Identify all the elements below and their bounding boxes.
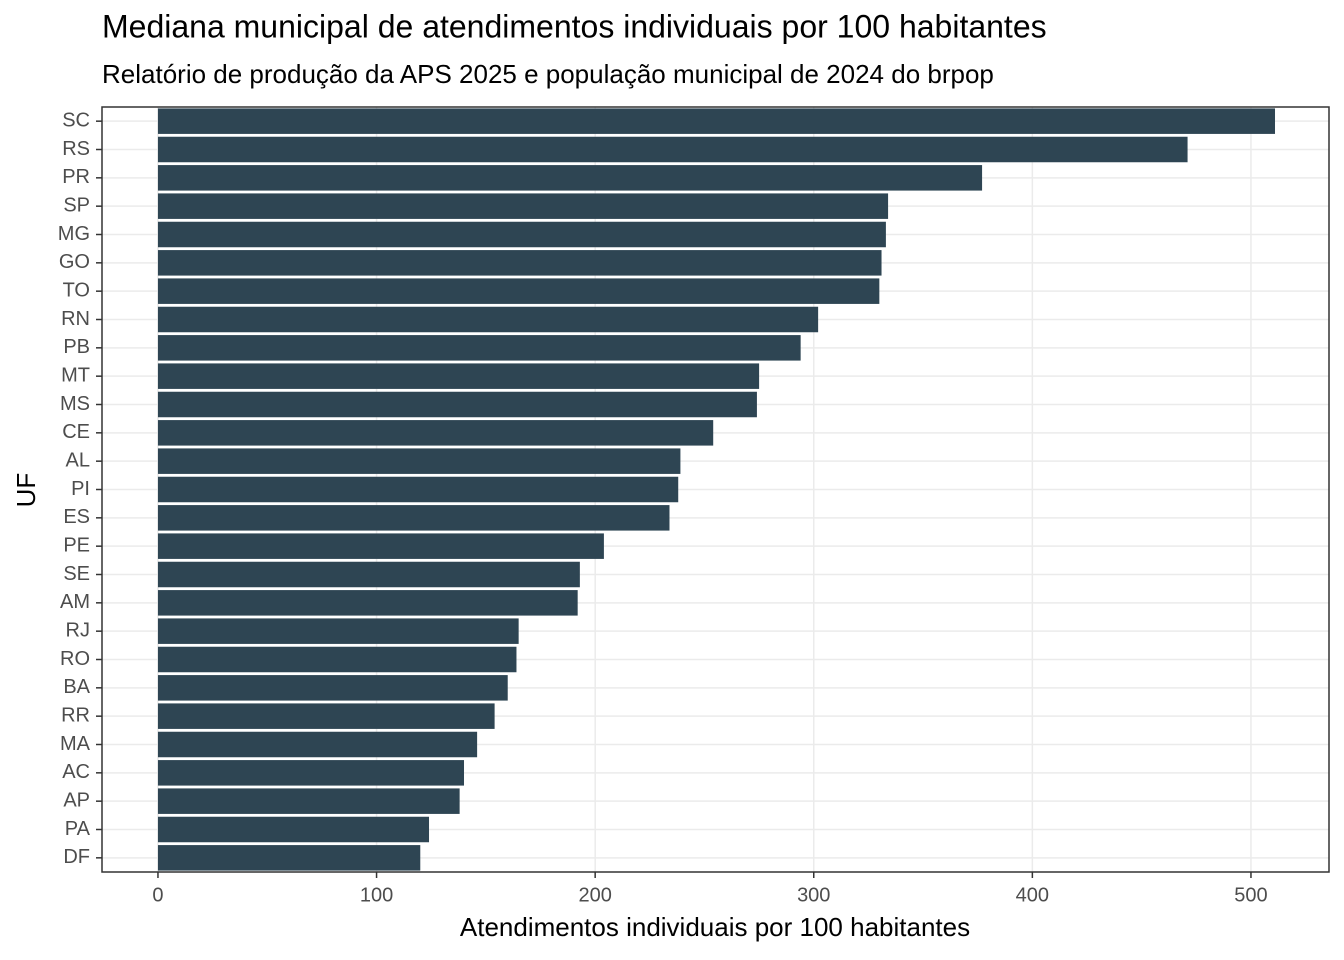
bar	[157, 703, 495, 729]
bar	[157, 221, 886, 248]
bar	[157, 618, 519, 644]
x-tick-label: 0	[152, 884, 163, 906]
y-tick-label: MG	[58, 223, 90, 245]
x-axis-label: Atendimentos individuais por 100 habitan…	[460, 912, 970, 942]
chart-title: Mediana municipal de atendimentos indivi…	[102, 8, 1047, 44]
bar	[157, 420, 714, 446]
bar	[157, 816, 430, 843]
bar	[157, 675, 508, 701]
bar	[157, 533, 604, 559]
bar	[157, 136, 1188, 163]
y-tick-label: GO	[59, 251, 90, 273]
y-tick-label: BA	[63, 676, 90, 698]
x-tick-label: 500	[1234, 884, 1267, 906]
y-tick-label: SC	[62, 109, 90, 131]
y-tick-label: MA	[60, 733, 91, 755]
y-tick-label: RS	[62, 138, 90, 160]
bar	[157, 363, 760, 389]
bar	[157, 250, 882, 276]
bar	[157, 760, 465, 786]
y-tick-label: CE	[62, 421, 90, 443]
y-tick-label: RN	[61, 308, 90, 330]
y-tick-label: PI	[71, 478, 90, 500]
y-tick-label: RR	[61, 704, 90, 726]
y-axis-label: UF	[11, 473, 41, 508]
y-tick-label: PR	[62, 166, 90, 188]
bar	[157, 646, 517, 673]
bar	[157, 561, 580, 588]
bar	[157, 448, 681, 474]
x-tick-label: 200	[578, 884, 611, 906]
bar	[157, 476, 679, 503]
y-tick-label: PE	[63, 534, 90, 556]
y-tick-label: SE	[63, 563, 90, 585]
bar	[157, 165, 983, 191]
chart-subtitle: Relatório de produção da APS 2025 e popu…	[102, 59, 994, 89]
bar	[157, 505, 670, 531]
y-tick-label: AL	[66, 449, 90, 471]
bar	[157, 731, 478, 758]
y-tick-label: AM	[60, 591, 90, 613]
panel-border	[101, 106, 1330, 873]
x-tick-label: 400	[1016, 884, 1049, 906]
bar	[157, 590, 578, 616]
y-tick-label: RO	[60, 648, 90, 670]
bar	[157, 391, 757, 418]
y-tick-label: PA	[65, 818, 91, 840]
bar	[157, 335, 801, 361]
y-tick-label: MS	[60, 393, 90, 415]
y-tick-label: PB	[63, 336, 90, 358]
y-tick-label: TO	[63, 279, 90, 301]
bar	[157, 108, 1276, 134]
bar	[157, 788, 460, 814]
x-tick-label: 100	[360, 884, 393, 906]
bar	[157, 845, 421, 871]
y-tick-label: RJ	[66, 619, 90, 641]
y-tick-label: AC	[62, 761, 90, 783]
bar	[157, 193, 889, 219]
bar	[157, 306, 819, 333]
y-tick-label: MT	[61, 364, 90, 386]
y-tick-label: ES	[63, 506, 90, 528]
y-tick-label: SP	[63, 194, 90, 216]
y-tick-label: AP	[63, 789, 90, 811]
bar	[157, 278, 880, 304]
x-tick-label: 300	[797, 884, 830, 906]
y-tick-label: DF	[63, 846, 90, 868]
